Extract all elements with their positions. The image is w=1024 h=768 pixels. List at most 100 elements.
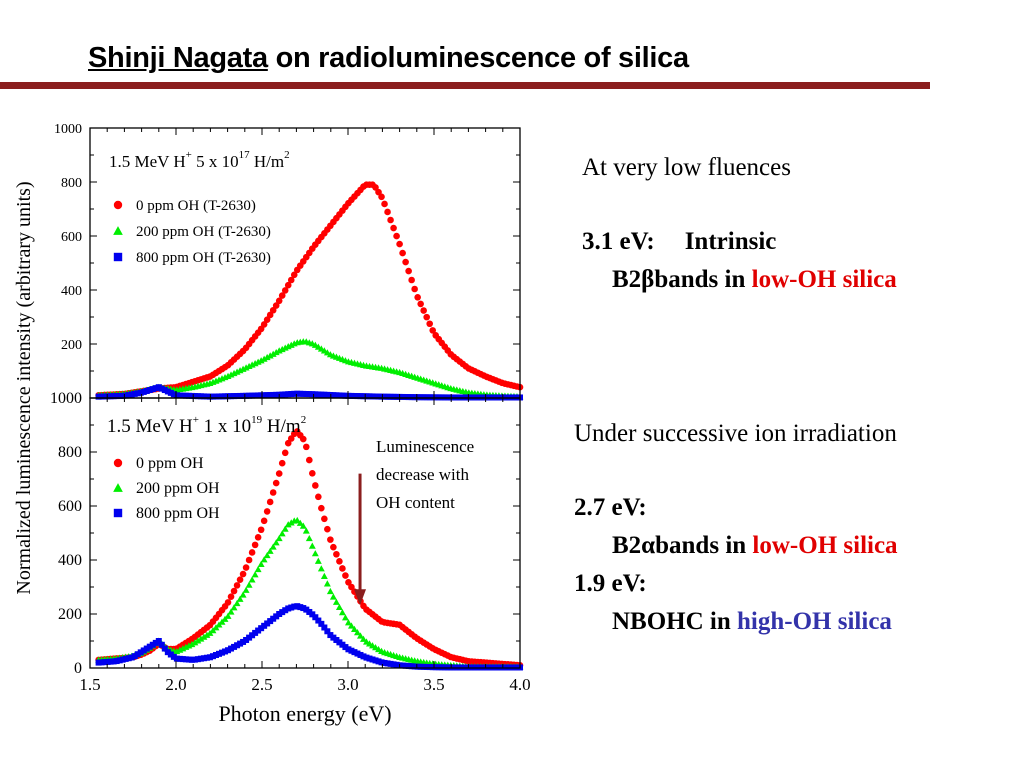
note-low-fluence-heading: At very low fluences — [582, 154, 791, 181]
data-point — [309, 611, 316, 618]
data-point — [182, 656, 189, 663]
data-point — [320, 572, 328, 579]
annotation-superscript: 2 — [301, 414, 307, 426]
data-point — [237, 640, 244, 647]
data-point — [321, 515, 328, 523]
data-point — [357, 651, 364, 658]
data-point — [128, 654, 135, 661]
band-27-energy: 2.7 eV: — [574, 494, 647, 521]
y-tick-label: 1000 — [50, 390, 82, 407]
band-19-material: high-OH silica — [737, 608, 892, 635]
data-point — [332, 598, 340, 605]
data-point — [176, 655, 183, 662]
data-point — [348, 392, 355, 399]
data-point — [234, 393, 241, 400]
data-point — [170, 391, 177, 398]
data-point — [173, 655, 180, 662]
data-point — [173, 392, 180, 399]
data-point — [285, 605, 292, 612]
data-point — [243, 392, 250, 399]
data-point — [278, 292, 286, 299]
slide-title: Shinji Nagata on radioluminescence of si… — [88, 42, 689, 75]
data-point — [405, 394, 412, 401]
data-point — [203, 631, 211, 638]
data-point — [245, 556, 253, 564]
data-point — [185, 392, 192, 399]
data-point — [248, 576, 256, 583]
data-point — [194, 393, 201, 400]
data-point — [399, 662, 406, 669]
data-point — [423, 394, 430, 401]
data-point — [429, 664, 436, 671]
y-tick-label: 600 — [58, 498, 82, 515]
x-tick-label: 1.5 — [79, 675, 100, 694]
data-point — [179, 392, 186, 399]
legend-marker — [113, 458, 123, 468]
data-point — [266, 547, 274, 554]
data-point — [191, 639, 199, 646]
data-point — [399, 393, 406, 400]
data-point — [269, 543, 277, 550]
data-point — [384, 393, 391, 400]
data-point — [366, 655, 373, 662]
data-point — [360, 653, 367, 660]
data-point — [299, 435, 307, 443]
data-point — [315, 493, 322, 501]
data-point — [435, 664, 442, 671]
annotation-superscript: + — [193, 414, 199, 426]
data-point — [375, 188, 382, 196]
x-tick-label: 2.0 — [165, 675, 186, 694]
note-band-27-detail: B2αbands in low-OH silica — [612, 532, 898, 560]
data-point — [420, 307, 427, 314]
data-point — [152, 385, 159, 392]
data-point — [255, 392, 262, 399]
data-point — [351, 649, 358, 656]
panel-bottom: 0 200 400 600 800 1000 1.5 2.0 2.5 3.0 3.5 4.0 1.5 M… — [13, 181, 531, 726]
data-point — [348, 583, 355, 591]
data-point — [342, 644, 349, 651]
y-tick-label: 400 — [58, 552, 82, 569]
y-tick-label: 800 — [61, 176, 82, 191]
title-text: on radioluminescence of silica — [267, 42, 690, 74]
data-point — [287, 276, 295, 284]
data-point — [272, 539, 280, 546]
fluence-annotation-top: 1.5 MeV H+ 5 x 1017 H/m2 — [109, 149, 290, 171]
data-point — [393, 393, 400, 400]
data-point — [113, 658, 120, 665]
arrow-head — [354, 589, 367, 606]
note-band-31: 3.1 eV: Intrinsic — [582, 228, 776, 256]
data-point — [270, 615, 277, 622]
data-point — [312, 482, 319, 489]
data-point — [330, 392, 337, 399]
data-point — [318, 620, 325, 627]
data-point — [245, 581, 253, 588]
data-point — [179, 656, 186, 663]
data-point — [303, 390, 310, 397]
data-point — [321, 391, 328, 398]
data-point — [417, 663, 424, 670]
data-point — [266, 352, 274, 359]
data-point — [194, 637, 202, 644]
data-point — [275, 470, 283, 477]
data-point — [284, 521, 292, 528]
data-point — [336, 558, 343, 565]
data-point — [360, 393, 367, 400]
data-point — [438, 664, 445, 671]
data-point — [381, 393, 388, 400]
annotation-text: 5 x 10 — [192, 152, 239, 171]
data-point — [230, 604, 238, 611]
data-point — [231, 393, 238, 400]
y-tick-label: 1000 — [54, 122, 82, 137]
data-point — [236, 595, 244, 602]
annotation-superscript: + — [186, 149, 192, 161]
data-point — [95, 659, 102, 666]
data-point — [113, 393, 120, 400]
data-point — [137, 389, 144, 396]
data-point — [98, 393, 105, 400]
data-point — [281, 287, 289, 294]
data-point — [426, 664, 433, 671]
legend-label: 200 ppm OH (T-2630) — [136, 224, 271, 240]
data-point — [396, 240, 403, 248]
data-point — [116, 657, 123, 664]
data-point — [297, 390, 304, 397]
